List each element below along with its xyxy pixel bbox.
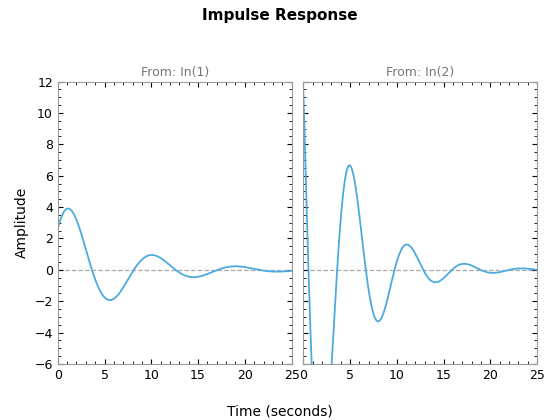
- Title: From: In(2): From: In(2): [386, 66, 454, 79]
- Text: Impulse Response: Impulse Response: [202, 8, 358, 24]
- Y-axis label: Amplitude: Amplitude: [15, 187, 29, 258]
- Text: Time (seconds): Time (seconds): [227, 405, 333, 419]
- Title: From: In(1): From: In(1): [141, 66, 209, 79]
